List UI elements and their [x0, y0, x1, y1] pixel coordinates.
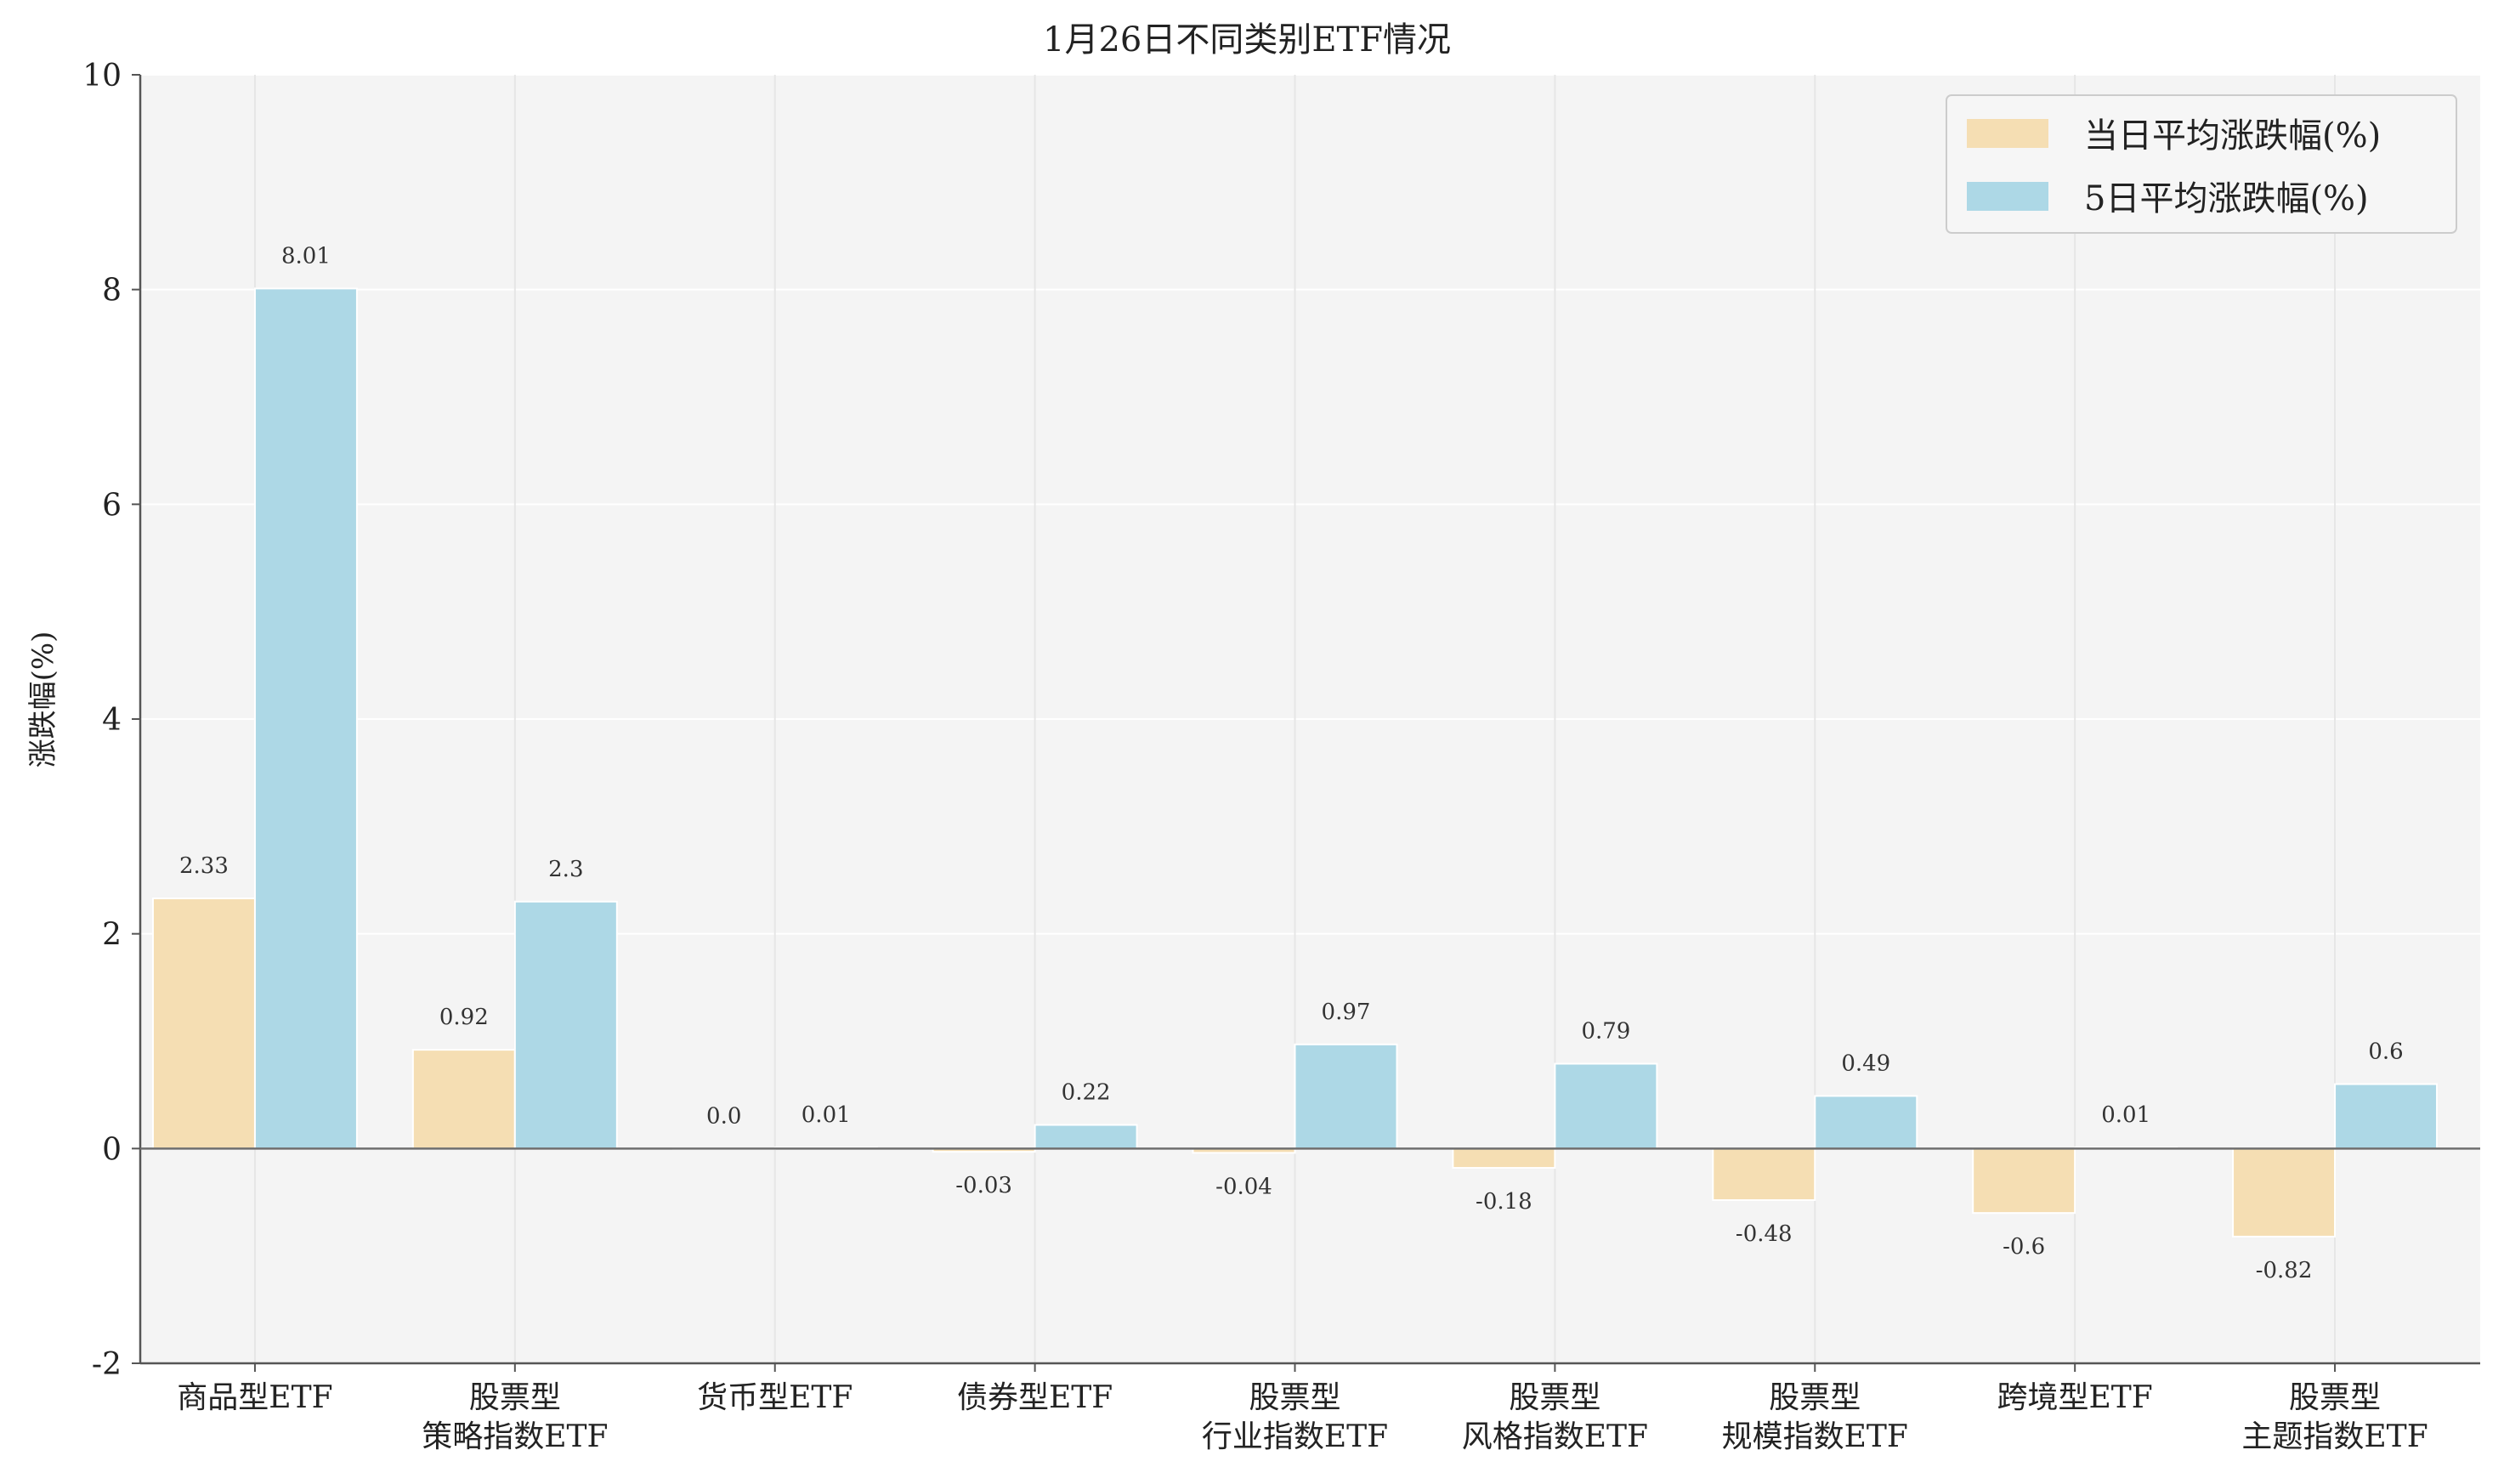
data-label: -0.82: [2256, 1258, 2313, 1283]
legend-swatch: [1967, 182, 2048, 211]
data-label: 0.92: [439, 1005, 489, 1030]
x-tick-label-line: 债券型ETF: [957, 1380, 1113, 1415]
x-tick-label: 货币型ETF: [697, 1380, 853, 1415]
x-tick-label: 股票型规模指数ETF: [1722, 1380, 1908, 1454]
x-tick-label: 股票型主题指数ETF: [2241, 1380, 2428, 1454]
y-tick-label: 10: [82, 59, 122, 93]
legend-label: 5日平均涨跌幅(%): [2084, 179, 2369, 218]
x-tick-label: 股票型行业指数ETF: [1202, 1380, 1388, 1454]
x-tick-label-line: 股票型: [1509, 1380, 1600, 1415]
x-tick-label-line: 跨境型ETF: [1997, 1380, 2153, 1415]
data-label: -0.03: [955, 1173, 1012, 1198]
data-label: -0.18: [1476, 1189, 1532, 1215]
data-label: 0.0: [706, 1103, 741, 1129]
bar-series-2: [513, 900, 618, 1150]
x-tick-label: 商品型ETF: [177, 1380, 332, 1415]
x-tick-label-line: 风格指数ETF: [1462, 1419, 1648, 1454]
x-tick-label: 债券型ETF: [957, 1380, 1113, 1415]
bar-series-1: [1972, 1147, 2076, 1215]
bar-series-2: [253, 287, 358, 1150]
x-tick-label: 跨境型ETF: [1997, 1380, 2153, 1415]
x-tick-label-line: 主题指数ETF: [2241, 1419, 2428, 1454]
bar-series-1: [151, 897, 256, 1150]
bar-series-2: [2334, 1083, 2439, 1150]
data-label: -0.48: [1736, 1221, 1793, 1247]
chart-title: 1月26日不同类别ETF情况: [1043, 20, 1451, 59]
data-label: 0.01: [802, 1102, 851, 1128]
data-label: 0.6: [2368, 1039, 2403, 1065]
data-label: 2.3: [548, 857, 583, 882]
bar-series-2: [1034, 1124, 1138, 1150]
legend: 当日平均涨跌幅(%) 5日平均涨跌幅(%): [1946, 94, 2457, 234]
y-tick-label: 8: [102, 274, 122, 309]
y-tick-label: -2: [92, 1347, 122, 1382]
data-label: 0.97: [1322, 1000, 1371, 1025]
x-tick-label-line: 行业指数ETF: [1202, 1419, 1388, 1454]
y-tick-label: 0: [102, 1132, 122, 1167]
legend-swatch: [1967, 119, 2048, 148]
bar-series-2: [1294, 1043, 1398, 1150]
data-label: 0.01: [2101, 1102, 2150, 1128]
x-tick-label-line: 股票型: [1249, 1380, 1340, 1415]
data-label: 0.79: [1581, 1019, 1630, 1045]
x-tick-label-line: 股票型: [469, 1380, 561, 1415]
bar-series-2: [1554, 1062, 1658, 1150]
x-tick-label-line: 策略指数ETF: [422, 1419, 608, 1454]
bar-series-1: [1712, 1147, 1816, 1201]
bar-series-1: [1452, 1147, 1556, 1170]
bar-series-1: [2232, 1147, 2337, 1238]
x-tick-label: 股票型策略指数ETF: [422, 1380, 608, 1454]
x-tick-label-line: 货币型ETF: [697, 1380, 853, 1415]
x-tick-label-line: 规模指数ETF: [1722, 1419, 1908, 1454]
bar-series-2: [1814, 1095, 1918, 1150]
legend-label: 当日平均涨跌幅(%): [2084, 116, 2381, 156]
data-label: 0.22: [1062, 1080, 1111, 1106]
x-tick-label-line: 股票型: [2289, 1380, 2381, 1415]
x-tick-label-line: 股票型: [1769, 1380, 1861, 1415]
bar-series-1: [411, 1049, 516, 1150]
y-tick-label: 2: [102, 918, 122, 953]
x-tick-label: 股票型风格指数ETF: [1462, 1380, 1648, 1454]
legend-box: [1946, 94, 2457, 234]
x-tick-label-line: 商品型ETF: [177, 1380, 332, 1415]
data-label: 8.01: [281, 243, 331, 269]
data-label: 0.49: [1841, 1051, 1890, 1076]
y-tick-label: 6: [102, 488, 122, 523]
data-label: 2.33: [179, 853, 229, 879]
data-label: -0.6: [2003, 1234, 2045, 1260]
y-tick-label: 4: [102, 703, 122, 738]
y-axis-label: 涨跌幅(%): [26, 632, 60, 768]
data-label: -0.04: [1215, 1174, 1272, 1199]
